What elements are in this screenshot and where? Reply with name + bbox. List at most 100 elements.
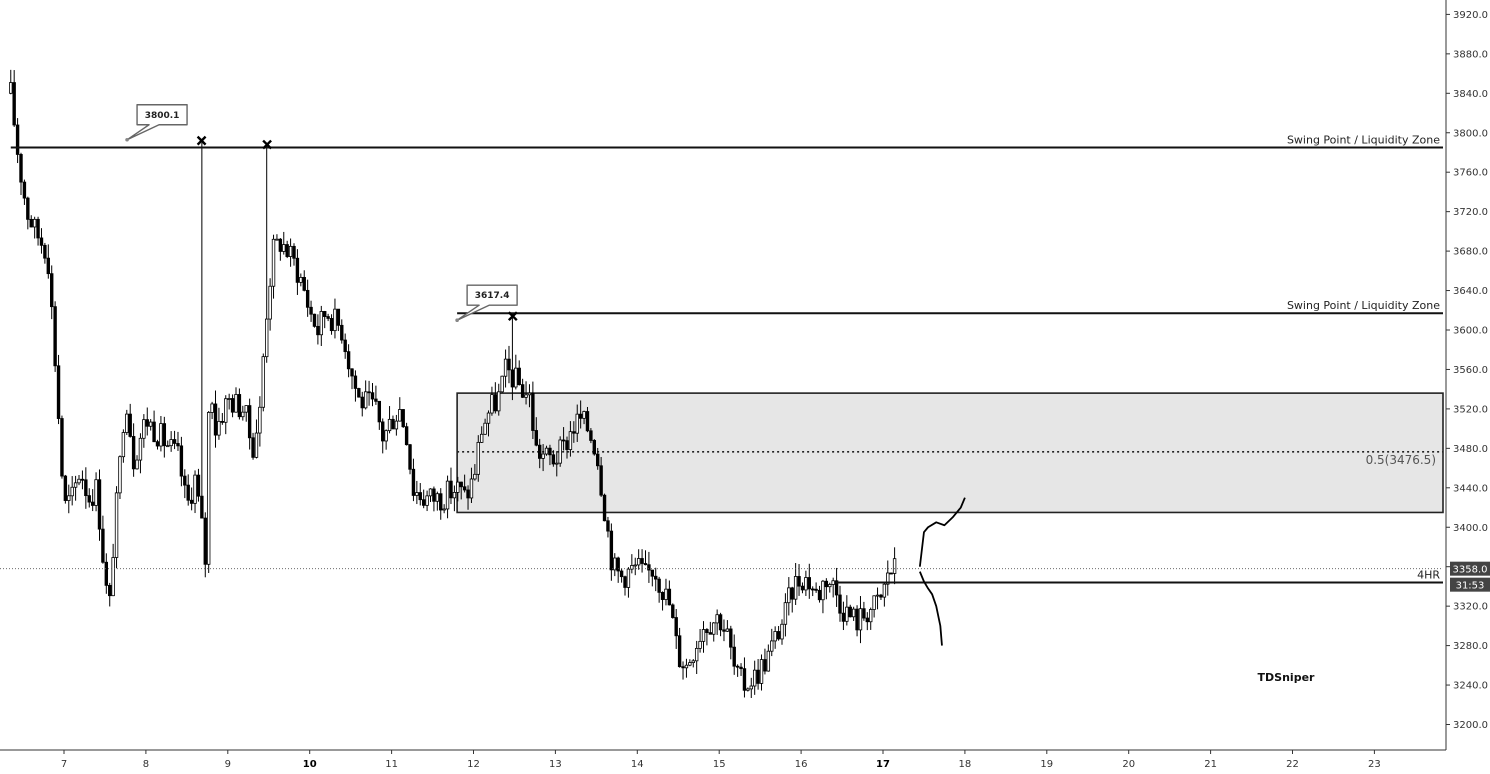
candle-body: [718, 614, 723, 631]
price-callout-1: 3800.1: [125, 104, 188, 142]
candle-body: [456, 481, 460, 493]
candle-body: [722, 629, 726, 632]
candle-body: [715, 614, 719, 624]
candle-body: [681, 666, 685, 669]
current-price-badge: [1450, 561, 1490, 576]
candle-body: [879, 594, 883, 598]
x-tick-label: 18: [959, 759, 972, 770]
candle-body: [739, 666, 743, 670]
y-tick-label: 3200.0: [1453, 720, 1488, 731]
candle-body: [503, 358, 508, 377]
candle-body: [558, 439, 562, 464]
brand-watermark: TDSniper: [1258, 671, 1315, 684]
marker-stroke: [196, 135, 207, 146]
candle-body: [838, 594, 842, 614]
candle-body: [804, 577, 808, 591]
candle-body: [329, 318, 334, 332]
candle-body: [500, 375, 504, 393]
x-tick-label: 16: [795, 759, 808, 770]
candle-body: [261, 356, 265, 408]
candle-body: [9, 82, 13, 94]
candle-body: [312, 313, 317, 327]
candle-body: [340, 324, 344, 341]
candle-body: [660, 591, 665, 600]
candle-body: [858, 608, 863, 631]
callout-bubble: [456, 284, 518, 321]
candle-body: [674, 617, 678, 637]
candle-body: [254, 432, 259, 458]
candle-body: [875, 594, 880, 597]
candle-body: [326, 316, 330, 319]
candle-body: [73, 482, 78, 488]
candle-body: [466, 489, 470, 499]
candle-body: [824, 580, 829, 588]
candle-body: [268, 285, 272, 320]
candle-body: [869, 609, 873, 623]
candle-body: [227, 398, 231, 400]
candle-body: [135, 459, 139, 470]
x-tick-label: 13: [549, 759, 562, 770]
candle-body: [497, 391, 501, 412]
x-tick-label: 7: [61, 759, 67, 770]
y-tick-label: 3880.0: [1453, 49, 1488, 60]
candle-body: [834, 580, 839, 596]
callout-anchor: [455, 318, 459, 323]
x-tick-label: 8: [143, 759, 149, 770]
candle-body: [568, 431, 573, 450]
candle-body: [817, 589, 822, 601]
candle-body: [77, 478, 81, 484]
candle-body: [148, 421, 153, 427]
candle-body: [435, 493, 440, 502]
candle-body: [800, 585, 805, 591]
y-tick-label: 3680.0: [1453, 247, 1488, 258]
candle-body: [476, 441, 480, 475]
y-tick-label: 3720.0: [1453, 207, 1488, 218]
candle-body: [224, 398, 228, 423]
current-price-value: 3358.0: [1453, 565, 1488, 576]
candle-body: [275, 238, 279, 241]
candle-body: [217, 420, 221, 436]
candle-body: [411, 468, 416, 496]
candle-body: [46, 257, 51, 275]
y-tick-label: 3800.0: [1453, 128, 1488, 139]
candle-body: [111, 557, 115, 597]
candle-body: [432, 488, 436, 502]
candle-body: [295, 257, 300, 283]
y-tick-label: 3280.0: [1453, 641, 1488, 652]
candle-body: [555, 462, 559, 465]
candle-body: [265, 318, 269, 358]
candle-body: [53, 306, 57, 367]
candle-body: [56, 365, 61, 419]
candle-body: [773, 631, 777, 642]
candle-body: [793, 576, 798, 600]
candle-body: [94, 479, 98, 506]
candle-body: [732, 646, 736, 667]
candle-body: [647, 564, 651, 571]
candle-body: [353, 375, 358, 389]
candle-body: [374, 398, 378, 402]
candle-body: [633, 564, 637, 567]
candle-body: [756, 669, 760, 684]
candle-body: [138, 437, 143, 461]
candle-body: [101, 528, 105, 563]
candle-body: [398, 409, 402, 422]
candle-body: [234, 394, 238, 413]
candle-body: [305, 289, 310, 308]
candle-body: [790, 587, 794, 600]
candle-body: [783, 602, 788, 625]
candle-body: [510, 369, 515, 388]
candle-body: [39, 237, 44, 246]
candle-body: [609, 530, 614, 571]
candle-body: [179, 445, 184, 477]
candle-body: [596, 453, 600, 467]
candle-body: [26, 197, 30, 220]
candle-body: [664, 588, 668, 600]
candle-body: [15, 124, 20, 155]
candle-body: [271, 238, 276, 287]
candle-body: [70, 486, 74, 497]
candle-body: [776, 631, 781, 640]
candle-body: [377, 400, 382, 423]
candle-body: [578, 413, 583, 419]
candle-body: [831, 580, 835, 585]
